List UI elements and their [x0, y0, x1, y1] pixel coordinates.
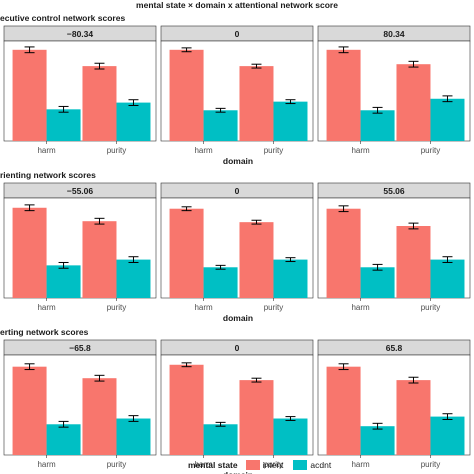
- facet-strip-label: −55.06: [67, 186, 94, 196]
- x-tick-label: purity: [264, 146, 284, 155]
- bar-intent-harm: [169, 49, 204, 141]
- x-axis-title: domain: [223, 156, 253, 166]
- bar-acdnt-harm: [46, 265, 81, 298]
- chart-title: mental state × domain x attentional netw…: [136, 0, 338, 10]
- bar-intent-purity: [239, 380, 274, 455]
- facet-strip-label: −80.34: [67, 29, 94, 39]
- x-tick-label: purity: [107, 460, 127, 469]
- legend-label-acdnt: acdnt: [310, 460, 332, 470]
- x-tick-label: purity: [107, 303, 127, 312]
- bar-intent-purity: [239, 66, 274, 141]
- row-title-2: erting network scores: [0, 327, 89, 337]
- bar-intent-harm: [12, 207, 47, 298]
- legend: mental state intent acdnt: [188, 458, 341, 472]
- x-tick-label: harm: [37, 460, 56, 469]
- facet-strip-label: 0: [235, 186, 240, 196]
- bar-acdnt-harm: [203, 267, 238, 298]
- bar-intent-purity: [82, 221, 117, 298]
- bar-acdnt-harm: [360, 110, 395, 141]
- facet-strip-label: 0: [235, 343, 240, 353]
- x-axis-title: domain: [223, 470, 253, 474]
- bar-acdnt-harm: [360, 426, 395, 455]
- bar-acdnt-purity: [273, 418, 308, 455]
- bar-acdnt-purity: [273, 259, 308, 298]
- bar-acdnt-harm: [203, 424, 238, 455]
- x-tick-label: purity: [421, 303, 441, 312]
- x-axis-title: domain: [223, 313, 253, 323]
- bar-intent-harm: [12, 49, 47, 141]
- bar-acdnt-purity: [116, 259, 151, 298]
- x-tick-label: harm: [194, 460, 213, 469]
- facet-strip-label: 80.34: [383, 29, 405, 39]
- bar-intent-purity: [82, 378, 117, 455]
- bar-acdnt-purity: [430, 259, 465, 298]
- bar-acdnt-purity: [116, 418, 151, 455]
- bar-intent-purity: [396, 64, 431, 141]
- facet-strip-label: 55.06: [383, 186, 405, 196]
- facet-strip-label: −65.8: [69, 343, 91, 353]
- x-tick-label: purity: [107, 146, 127, 155]
- x-tick-label: purity: [421, 460, 441, 469]
- legend-item-intent: intent: [245, 460, 284, 470]
- legend-swatch-acdnt: [293, 460, 308, 470]
- x-tick-label: harm: [351, 146, 370, 155]
- bar-acdnt-harm: [46, 424, 81, 455]
- bar-intent-harm: [169, 364, 204, 455]
- facet-strip-label: 0: [235, 29, 240, 39]
- x-tick-label: purity: [264, 460, 284, 469]
- bar-intent-harm: [326, 208, 361, 298]
- bar-acdnt-harm: [203, 110, 238, 141]
- x-tick-label: harm: [37, 303, 56, 312]
- legend-swatch-intent: [245, 460, 260, 470]
- bar-intent-purity: [82, 66, 117, 141]
- bar-acdnt-harm: [46, 109, 81, 141]
- legend-item-acdnt: acdnt: [293, 460, 331, 470]
- x-tick-label: harm: [194, 303, 213, 312]
- x-tick-label: purity: [421, 146, 441, 155]
- bar-intent-harm: [12, 366, 47, 455]
- bar-acdnt-purity: [430, 416, 465, 455]
- bar-intent-purity: [396, 380, 431, 455]
- bar-acdnt-harm: [360, 267, 395, 298]
- bar-acdnt-purity: [273, 101, 308, 141]
- x-tick-label: harm: [37, 146, 56, 155]
- x-tick-label: harm: [194, 146, 213, 155]
- bar-intent-purity: [239, 222, 274, 298]
- legend-title: mental state: [188, 460, 238, 470]
- row-title-0: ecutive control network scores: [0, 13, 125, 23]
- x-tick-label: harm: [351, 303, 370, 312]
- bar-intent-harm: [326, 49, 361, 141]
- row-title-1: rienting network scores: [0, 170, 96, 180]
- bar-intent-purity: [396, 226, 431, 298]
- x-tick-label: purity: [264, 303, 284, 312]
- facet-strip-label: 65.8: [386, 343, 403, 353]
- x-tick-label: harm: [351, 460, 370, 469]
- bar-intent-harm: [326, 366, 361, 455]
- legend-label-intent: intent: [262, 460, 284, 470]
- bar-acdnt-purity: [116, 102, 151, 141]
- bar-acdnt-purity: [430, 98, 465, 141]
- bar-intent-harm: [169, 208, 204, 298]
